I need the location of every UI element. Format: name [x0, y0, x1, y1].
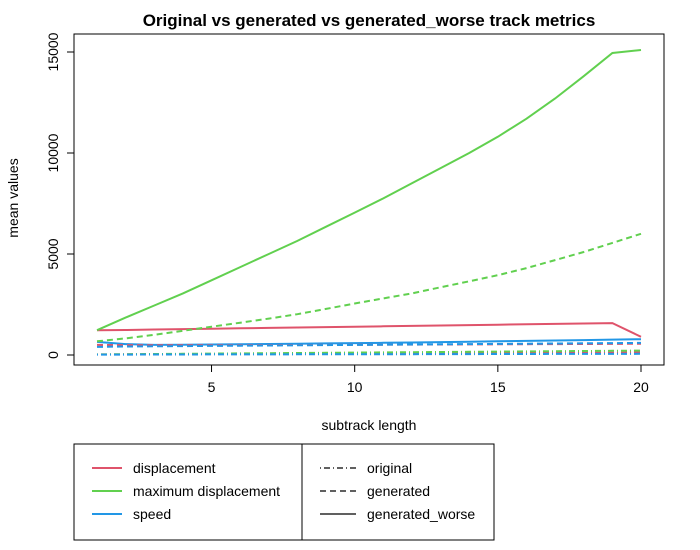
- series-line-maximum-displacement-generated-worse: [96, 49, 642, 332]
- series-line-maximum-displacement-generated: [96, 232, 642, 343]
- series-line-displacement-generated-worse: [96, 322, 642, 338]
- x-tick-label: 20: [633, 379, 649, 395]
- y-axis-label: mean values: [5, 158, 21, 237]
- y-axis: 0 5000 10000 15000: [45, 32, 75, 359]
- legend-label-displacement: displacement: [133, 460, 216, 476]
- x-axis-label: subtrack length: [322, 417, 417, 433]
- y-tick-label: 10000: [45, 133, 61, 172]
- series-layer: [96, 49, 642, 356]
- x-tick-label: 10: [347, 379, 363, 395]
- series-line-speed-original: [97, 352, 642, 356]
- legend-label-generated-worse: generated_worse: [367, 506, 475, 522]
- series-line-speed-generated: [96, 341, 642, 348]
- legend-label-maximum-displacement: maximum displacement: [133, 483, 280, 499]
- chart-title: Original vs generated vs generated_worse…: [143, 11, 596, 30]
- legend-label-original: original: [367, 460, 412, 476]
- y-tick-label: 5000: [45, 238, 61, 269]
- legend-label-speed: speed: [133, 506, 171, 522]
- x-tick-label: 15: [490, 379, 506, 395]
- legend-label-generated: generated: [367, 483, 430, 499]
- x-tick-label: 5: [208, 379, 216, 395]
- y-tick-label: 0: [45, 351, 61, 359]
- x-axis: 5 10 15 20: [208, 364, 649, 395]
- y-tick-label: 15000: [45, 32, 61, 71]
- source-legend: original generated generated_worse: [301, 443, 495, 541]
- metric-legend: displacement maximum displacement speed: [73, 443, 303, 541]
- source-legend-box: [301, 443, 495, 541]
